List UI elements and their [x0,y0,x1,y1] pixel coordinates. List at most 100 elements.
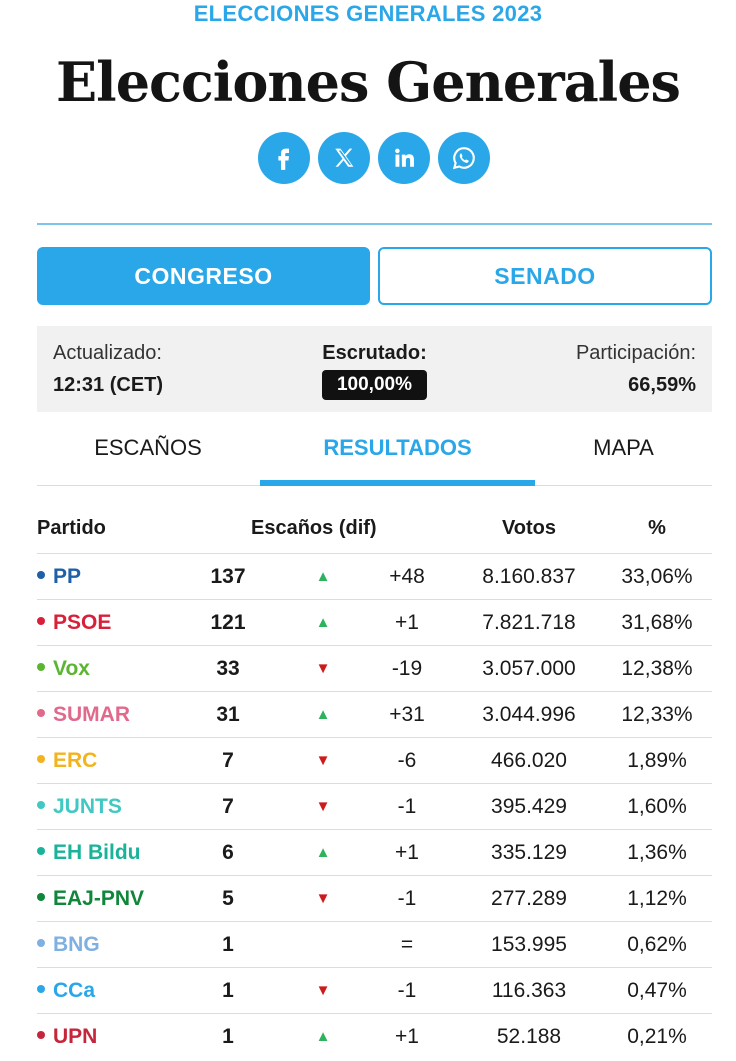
facebook-icon [278,148,289,170]
updated-value: 12:31 (CET) [53,374,164,396]
seat-diff-cell: +1 [395,841,419,864]
party-name: ERC [53,749,98,772]
table-row: ERC 7 ▼ -6 466.020 1,89% [37,737,712,783]
trend-down-icon: ▼ [315,982,331,999]
header-seats: Escaños (dif) [251,517,377,539]
seats-cell: 1 [222,933,234,956]
share-facebook-button[interactable] [258,132,310,184]
seats-cell: 137 [210,565,246,588]
party-name: CCa [53,979,96,1002]
percent-cell: 31,68% [621,611,693,634]
table-row: BNG 1 = 153.995 0,62% [37,921,712,967]
percent-cell: 0,47% [627,979,687,1002]
trend-up-icon: ▲ [315,614,331,631]
seat-diff-cell: -6 [397,749,417,772]
turnout-value: 66,59% [628,374,696,396]
party-name: EAJ-PNV [53,887,145,910]
tab-resultados[interactable]: RESULTADOS [323,435,472,460]
header-divider [37,223,712,225]
party-color-dot [37,709,45,718]
tab-escanos[interactable]: ESCAÑOS [94,435,202,460]
updated-label: Actualizado: [53,342,162,364]
seat-diff-cell: -1 [397,979,417,1002]
party-color-dot [37,847,45,856]
table-row: UPN 1 ▲ +1 52.188 0,21% [37,1013,712,1059]
results-table: PP 137 ▲ +48 8.160.837 33,06% PSOE 121 ▲ +1 7.821.… [37,553,712,1059]
share-bar [258,132,490,184]
trend-down-icon: ▼ [315,890,331,907]
percent-cell: 0,62% [627,933,687,956]
share-whatsapp-button[interactable] [438,132,490,184]
seat-diff-cell: -1 [397,887,417,910]
whatsapp-icon [452,147,475,170]
party-color-dot [37,1031,45,1040]
seats-cell: 33 [216,657,240,680]
party-name: JUNTS [53,795,122,818]
seats-cell: 7 [222,749,234,772]
percent-cell: 1,36% [627,841,687,864]
status-panel: Actualizado: 12:31 (CET) Escrutado: 100,… [37,326,712,412]
header-party: Partido [37,517,106,539]
party-cell: EAJ-PNV [37,876,144,922]
table-row: JUNTS 7 ▼ -1 395.429 1,60% [37,783,712,829]
linkedin-icon [395,148,414,167]
table-row: EH Bildu 6 ▲ +1 335.129 1,36% [37,829,712,875]
page-title: Elecciones Generales [56,50,681,114]
table-header: Partido Escaños (dif) Votos % [37,517,712,547]
percent-cell: 1,12% [627,887,687,910]
party-name: PSOE [53,611,112,634]
votes-cell: 52.188 [496,1025,562,1048]
percent-cell: 1,60% [627,795,687,818]
header-pct: % [648,517,666,539]
seats-cell: 6 [222,841,234,864]
party-color-dot [37,571,45,580]
percent-cell: 12,38% [621,657,693,680]
kicker-label: ELECCIONES GENERALES 2023 [193,1,543,26]
party-cell: PP [37,554,81,600]
table-row: EAJ-PNV 5 ▼ -1 277.289 1,12% [37,875,712,921]
party-cell: UPN [37,1014,97,1060]
party-color-dot [37,617,45,626]
party-name: PP [53,565,82,588]
seats-cell: 121 [210,611,246,634]
party-cell: JUNTS [37,784,122,830]
party-cell: Vox [37,646,90,692]
trend-up-icon: ▲ [315,1028,331,1045]
party-cell: PSOE [37,600,111,646]
congreso-button[interactable]: CONGRESO [37,247,370,305]
header-votes: Votos [501,517,557,539]
seats-cell: 7 [222,795,234,818]
party-name: EH Bildu [53,841,141,864]
party-color-dot [37,755,45,764]
party-cell: SUMAR [37,692,130,738]
turnout-label: Participación: [575,342,696,364]
party-name: BNG [53,933,100,956]
seats-cell: 31 [216,703,240,726]
party-name: UPN [53,1025,98,1048]
trend-down-icon: ▼ [315,798,331,815]
senado-button[interactable]: SENADO [378,247,712,305]
votes-cell: 8.160.837 [482,565,576,588]
tab-mapa[interactable]: MAPA [593,435,654,460]
party-cell: EH Bildu [37,830,141,876]
party-cell: BNG [37,922,100,968]
party-cell: CCa [37,968,95,1014]
counted-label: Escrutado: [322,342,427,364]
share-x-button[interactable] [318,132,370,184]
votes-cell: 277.289 [491,887,567,910]
party-color-dot [37,893,45,902]
active-tab-indicator [260,480,535,486]
share-linkedin-button[interactable] [378,132,430,184]
counted-badge: 100,00% [322,370,427,400]
seat-diff-cell: = [400,933,414,956]
x-twitter-icon [335,148,354,167]
trend-up-icon: ▲ [315,706,331,723]
party-name: Vox [53,657,90,680]
party-color-dot [37,663,45,672]
percent-cell: 1,89% [627,749,687,772]
votes-cell: 116.363 [491,979,567,1002]
seats-cell: 1 [222,1025,234,1048]
votes-cell: 3.057.000 [482,657,576,680]
table-row: SUMAR 31 ▲ +31 3.044.996 12,33% [37,691,712,737]
seats-cell: 1 [222,979,234,1002]
